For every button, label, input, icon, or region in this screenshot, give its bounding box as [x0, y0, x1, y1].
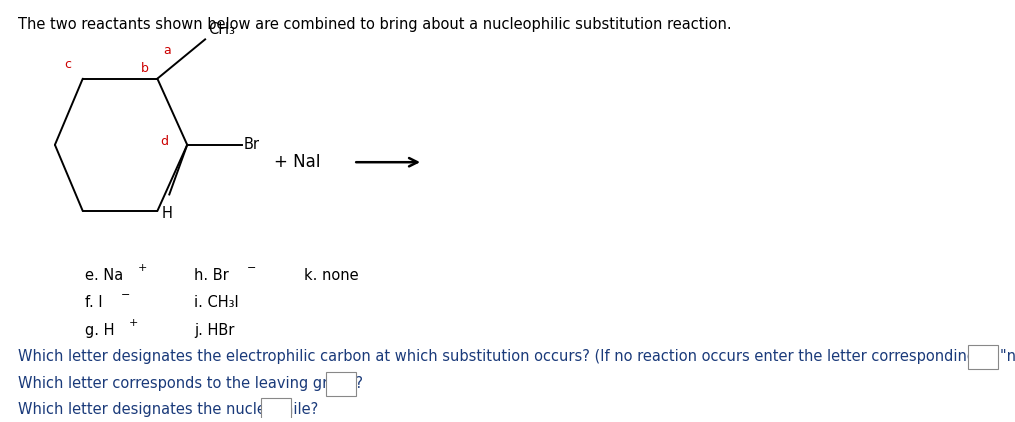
- Text: CH₃: CH₃: [208, 22, 235, 37]
- Text: −: −: [247, 262, 256, 273]
- Text: Br: Br: [244, 137, 260, 152]
- Bar: [968, 345, 998, 369]
- Text: d: d: [160, 135, 168, 148]
- Text: e. Na: e. Na: [85, 268, 123, 283]
- Text: f. I: f. I: [85, 295, 103, 310]
- Text: j. HBr: j. HBr: [194, 322, 234, 338]
- Bar: [327, 372, 356, 396]
- Text: b: b: [140, 62, 148, 75]
- Text: +: +: [137, 262, 147, 273]
- Text: + NaI: + NaI: [274, 153, 321, 171]
- Text: c: c: [64, 58, 71, 71]
- Text: a: a: [163, 44, 172, 57]
- Text: The two reactants shown below are combined to bring about a nucleophilic substit: The two reactants shown below are combin…: [18, 17, 732, 32]
- Text: h. Br: h. Br: [194, 268, 229, 283]
- Bar: [261, 398, 290, 422]
- Text: H: H: [161, 206, 173, 221]
- Text: i. CH₃I: i. CH₃I: [194, 295, 239, 310]
- Text: Which letter corresponds to the leaving group?: Which letter corresponds to the leaving …: [18, 376, 363, 391]
- Text: −: −: [121, 290, 130, 300]
- Text: k. none: k. none: [303, 268, 358, 283]
- Text: +: +: [129, 318, 138, 327]
- Text: Which letter designates the nucleophile?: Which letter designates the nucleophile?: [18, 402, 319, 417]
- Text: g. H: g. H: [85, 322, 115, 338]
- Text: Which letter designates the electrophilic carbon at which substitution occurs? (: Which letter designates the electrophili…: [18, 349, 1015, 364]
